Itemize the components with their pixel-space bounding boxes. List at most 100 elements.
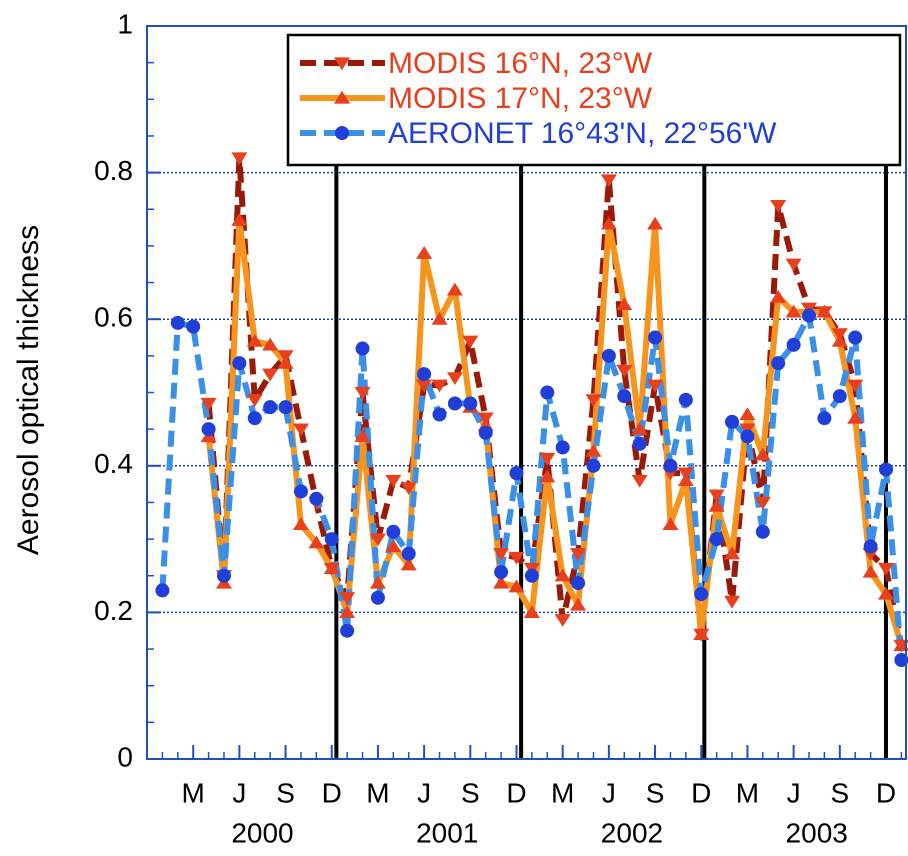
marker	[262, 368, 279, 382]
marker	[432, 407, 447, 422]
x-tick-label: M	[736, 777, 759, 808]
marker	[155, 583, 170, 598]
marker	[786, 337, 801, 352]
marker	[894, 653, 908, 668]
marker	[508, 579, 525, 593]
marker	[740, 429, 755, 444]
marker	[662, 517, 679, 531]
marker	[369, 575, 386, 589]
marker	[585, 443, 602, 457]
marker	[446, 372, 463, 386]
marker	[334, 90, 350, 104]
marker	[232, 356, 247, 371]
y-tick-label: 1	[117, 8, 133, 39]
marker	[431, 312, 448, 325]
marker	[571, 576, 586, 591]
year-label: 2000	[231, 817, 293, 848]
marker	[832, 389, 847, 404]
marker	[632, 436, 647, 451]
legend-label: AERONET 16°43'N, 22°56'W	[388, 117, 777, 150]
x-tick-label: D	[322, 777, 342, 808]
marker	[708, 498, 725, 512]
marker	[616, 297, 633, 311]
marker	[647, 216, 664, 230]
marker	[524, 568, 539, 583]
marker	[877, 562, 894, 576]
marker	[708, 489, 725, 503]
marker	[785, 258, 802, 272]
y-tick-label: 0	[117, 741, 133, 772]
x-tick-label: J	[232, 777, 246, 808]
marker	[339, 605, 356, 618]
marker	[754, 496, 771, 510]
marker	[693, 627, 710, 640]
marker	[231, 152, 248, 166]
legend-box	[286, 33, 902, 167]
marker	[335, 126, 349, 140]
marker	[509, 466, 524, 481]
marker	[462, 335, 479, 349]
marker	[648, 330, 663, 345]
marker	[494, 565, 509, 580]
marker	[369, 533, 386, 547]
marker	[446, 282, 463, 296]
x-tick-label: J	[787, 777, 801, 808]
marker	[817, 411, 832, 426]
marker	[523, 605, 540, 618]
marker	[847, 410, 864, 424]
marker	[447, 396, 462, 411]
marker	[878, 462, 893, 477]
marker	[370, 590, 385, 605]
marker	[709, 532, 724, 547]
marker	[694, 587, 709, 602]
marker	[278, 400, 293, 415]
year-label: 2001	[416, 817, 478, 848]
marker	[755, 524, 770, 539]
series-line	[205, 217, 905, 647]
marker	[554, 614, 571, 627]
marker	[848, 330, 863, 345]
marker	[292, 517, 309, 531]
marker	[309, 491, 324, 506]
marker	[263, 400, 278, 415]
marker	[216, 568, 231, 583]
marker	[554, 568, 571, 582]
marker	[631, 474, 648, 488]
x-tick-label: S	[461, 777, 480, 808]
marker	[386, 524, 401, 539]
year-label: 2002	[601, 817, 663, 848]
marker	[493, 548, 510, 561]
x-tick-label: M	[366, 777, 389, 808]
marker	[340, 623, 355, 638]
marker	[385, 539, 402, 553]
marker	[725, 414, 740, 429]
marker	[677, 473, 694, 487]
series-line	[205, 154, 905, 646]
y-tick-label: 0.8	[94, 155, 133, 186]
marker	[617, 389, 632, 404]
legend-label: MODIS 17°N, 23°W	[388, 82, 653, 115]
marker	[663, 458, 678, 473]
marker	[724, 546, 741, 560]
marker	[416, 379, 433, 393]
marker	[401, 546, 416, 561]
marker	[186, 319, 201, 334]
marker	[262, 337, 279, 351]
marker	[585, 394, 602, 408]
x-tick-label: M	[551, 777, 574, 808]
marker	[586, 458, 601, 473]
marker	[416, 246, 433, 259]
x-tick-label: S	[830, 777, 849, 808]
marker	[246, 333, 263, 347]
marker	[431, 379, 448, 393]
marker	[540, 385, 555, 400]
marker	[508, 551, 525, 565]
marker	[308, 535, 325, 549]
x-tick-label: D	[876, 777, 896, 808]
x-tick-label: M	[182, 777, 205, 808]
marker	[863, 539, 878, 554]
marker	[247, 411, 262, 426]
marker	[200, 397, 217, 411]
marker	[847, 379, 864, 393]
x-tick-label: D	[691, 777, 711, 808]
